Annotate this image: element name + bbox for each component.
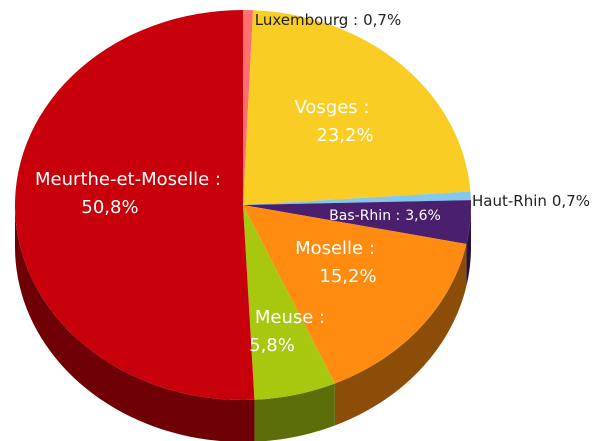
slice-side — [466, 205, 471, 286]
pie-slice — [243, 205, 467, 384]
slice-side — [15, 205, 255, 441]
pie-slice — [243, 200, 471, 244]
slice-value: 15,2% — [319, 266, 376, 287]
slice-label: Luxembourg : 0,7% — [255, 11, 401, 29]
slice-label: Moselle : 15,2% — [295, 238, 377, 287]
slice-label: Haut-Rhin 0,7% — [472, 192, 590, 210]
slice-name: Meuse : — [255, 307, 325, 328]
slice-value: 50,8% — [81, 197, 138, 218]
pie-slice — [243, 191, 471, 205]
slice-side — [254, 383, 335, 441]
slice-side — [334, 243, 467, 426]
slice-name: Bas-Rhin : — [329, 208, 400, 224]
slice-value: 0,7% — [363, 11, 401, 29]
slice-value: 0,7% — [552, 192, 590, 210]
pie-slice — [243, 10, 254, 205]
slice-label: Vosges : 23,2% — [295, 97, 374, 146]
slice-name: Moselle : — [295, 238, 375, 259]
slice-label: Meuse : 5,8% — [249, 307, 325, 356]
slice-name: Vosges : — [295, 97, 370, 118]
pie-slice — [243, 205, 335, 400]
pie-slice — [243, 10, 471, 205]
pie-slice — [14, 10, 255, 400]
slice-name: Luxembourg : — [255, 11, 358, 29]
slice-value: 5,8% — [249, 335, 295, 356]
slice-value: 23,2% — [316, 125, 373, 146]
slice-label: Bas-Rhin : 3,6% — [329, 208, 441, 224]
slice-value: 3,6% — [405, 208, 441, 224]
slice-name: Meurthe-et-Moselle : — [35, 169, 221, 190]
slice-label: Meurthe-et-Moselle : 50,8% — [35, 169, 221, 218]
slice-name: Haut-Rhin — [472, 192, 547, 210]
